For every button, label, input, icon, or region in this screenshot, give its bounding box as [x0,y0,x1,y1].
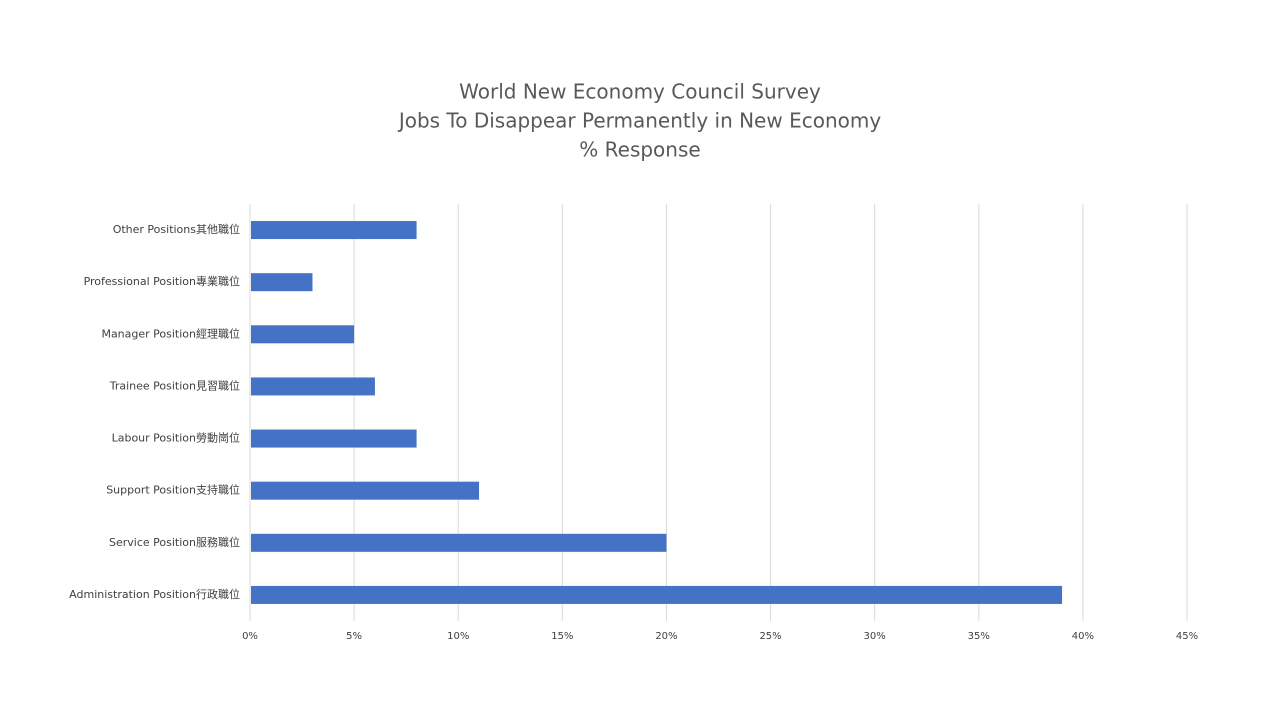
bar [251,585,1063,604]
chart-title-line-1: World New Economy Council Survey [459,80,821,104]
bar [251,273,313,292]
gridlines [249,204,1188,621]
chart-title: World New Economy Council Survey Jobs To … [397,80,882,162]
x-tick-label: 35% [968,631,990,642]
x-tick-label: 20% [655,631,677,642]
bar [251,533,667,552]
value-axis: 0% 5% 10% 15% 20% 25% 30% 35% 40% 45% [242,631,1198,642]
x-tick-label: 40% [1072,631,1094,642]
category-label: Service Position服務職位 [109,535,240,549]
category-label: Trainee Position見習職位 [109,378,240,392]
x-tick-label: 45% [1176,631,1198,642]
category-label: Support Position支持職位 [106,483,240,497]
bar [251,429,417,448]
x-tick-label: 10% [447,631,469,642]
bars [251,221,1063,604]
x-tick-label: 5% [346,631,362,642]
bar [251,481,480,500]
category-label: Administration Position行政職位 [69,587,240,601]
chart-title-line-2: Jobs To Disappear Permanently in New Eco… [397,109,882,133]
x-tick-label: 0% [242,631,258,642]
bar [251,377,375,396]
x-tick-label: 15% [551,631,573,642]
category-label: Other Positions其他職位 [113,222,240,236]
chart-title-line-3: % Response [579,138,700,162]
category-label: Manager Position經理職位 [101,326,240,340]
bar [251,221,417,240]
category-label: Labour Position勞動崗位 [112,431,240,445]
category-label: Professional Position專業職位 [84,274,240,288]
bar [251,325,355,344]
x-tick-label: 30% [864,631,886,642]
category-axis: Other Positions其他職位 Professional Position… [69,204,251,621]
x-tick-label: 25% [759,631,781,642]
